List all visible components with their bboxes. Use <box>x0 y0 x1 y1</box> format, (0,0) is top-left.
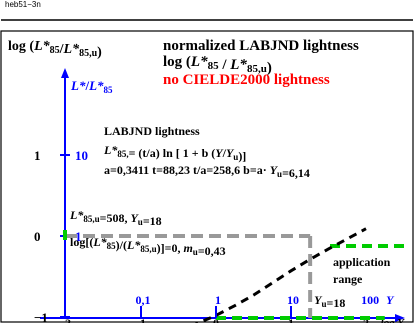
legend-label-2: range <box>333 272 363 286</box>
chart-subtitle-left: log (L*85/L*85,u) <box>8 39 102 60</box>
y-axis-label: L*/L*85 <box>70 78 113 95</box>
info-line-3: a=0,3411 t=88,23 t/a=258,6 b=a· Yu=6,14 <box>104 163 310 180</box>
x-tick-label-2: 10 <box>287 293 299 307</box>
x-tick-bottom-label-0: -2 <box>61 316 71 323</box>
chart-warning: no CIELDE2000 lightness <box>163 72 330 88</box>
yu-value-label: 100 <box>361 293 379 307</box>
chart-formula-title: log (L*85 / L*85,u) <box>163 54 272 76</box>
x-axis-arrow <box>395 314 405 322</box>
legend-label-1: application <box>333 255 391 269</box>
info-line-2: L*85,= (t/a) ln [ 1 + b (Y/Yu)] <box>103 143 246 163</box>
y-tick-log-label-0: 1 <box>34 148 41 163</box>
chart-frame <box>0 30 414 323</box>
yu-unit-label: Y <box>386 293 395 307</box>
y-tick-lin-label-1: 1 <box>75 229 82 244</box>
y-tick-lin-label-0: 10 <box>75 148 88 163</box>
chart-title: normalized LABJND lightness <box>163 38 359 54</box>
header-code: heb51−3n <box>5 0 41 9</box>
x-tick-label-0: 0,1 <box>136 293 151 307</box>
y-tick-log-label-2: −1 <box>34 310 48 323</box>
info-line-4: L*85,u=508, Yu=18 <box>69 208 162 228</box>
x-tick-bottom-label-1: -1 <box>136 316 146 323</box>
yu-marker-label: Yu=18 <box>314 293 345 310</box>
x-tick-label-1: 1 <box>215 293 221 307</box>
y-tick-log-label-1: 0 <box>34 229 41 244</box>
y-axis-arrow <box>61 68 69 78</box>
series-line-0 <box>194 227 367 323</box>
info-line-1: LABJND lightness <box>104 124 200 138</box>
x-tick-bottom-label-3: 1 <box>288 316 294 323</box>
x-axis-label: log Y <box>381 317 406 323</box>
info-line-5: log[(L*85)/(L*85,u)]=0, mu=0,43 <box>70 235 226 258</box>
